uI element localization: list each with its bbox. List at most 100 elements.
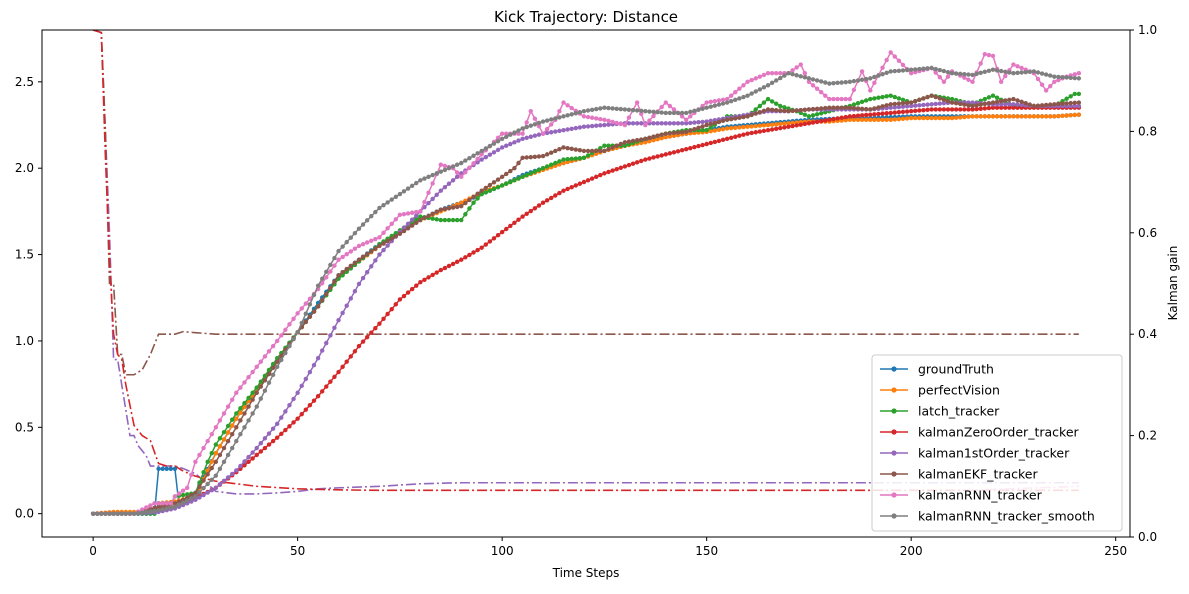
data-point <box>937 101 942 106</box>
data-point <box>532 206 538 211</box>
data-point <box>610 168 615 173</box>
data-point <box>643 157 648 162</box>
data-point <box>671 130 677 136</box>
data-point <box>835 96 840 102</box>
data-point <box>148 503 153 508</box>
data-point <box>994 105 1000 110</box>
data-point <box>639 137 644 142</box>
data-point <box>1060 75 1065 80</box>
data-point <box>880 104 885 109</box>
data-point <box>1076 112 1082 117</box>
data-point <box>843 79 848 85</box>
data-point <box>990 53 996 59</box>
data-point <box>238 410 243 415</box>
data-point <box>892 68 898 74</box>
data-point <box>307 403 313 408</box>
data-point <box>369 264 374 269</box>
data-point <box>753 130 758 135</box>
data-point <box>516 138 521 143</box>
data-point <box>634 138 640 143</box>
data-point <box>958 101 963 107</box>
data-point <box>536 132 542 137</box>
data-point <box>479 157 484 162</box>
data-point <box>949 70 955 76</box>
data-point <box>675 121 681 126</box>
data-point <box>647 135 652 140</box>
data-point <box>810 106 816 112</box>
data-point <box>483 146 488 151</box>
data-point <box>765 83 771 88</box>
data-point <box>258 359 264 364</box>
data-point <box>189 496 194 501</box>
data-point <box>1064 75 1069 80</box>
data-point <box>814 106 820 111</box>
data-point <box>344 252 349 257</box>
data-point <box>724 100 730 105</box>
data-point <box>135 510 141 516</box>
data-point <box>765 127 771 133</box>
data-point <box>193 459 198 465</box>
data-point <box>700 127 705 133</box>
data-point <box>769 70 775 76</box>
data-point <box>606 143 611 148</box>
data-point <box>696 120 701 125</box>
data-point <box>839 105 844 110</box>
y2-tick-label: 0.8 <box>1138 124 1157 138</box>
data-point <box>348 263 354 269</box>
data-point <box>459 174 464 180</box>
data-point <box>234 411 239 416</box>
data-point <box>557 128 562 134</box>
data-point <box>769 127 775 132</box>
data-point <box>778 70 783 76</box>
data-point <box>459 200 464 205</box>
data-point <box>442 163 448 169</box>
data-point <box>238 432 243 437</box>
data-point <box>982 106 987 111</box>
data-point <box>810 120 816 125</box>
data-point <box>483 185 488 191</box>
data-point <box>908 103 914 109</box>
data-point <box>602 105 607 110</box>
data-point <box>454 174 460 180</box>
data-point <box>876 95 881 100</box>
data-point <box>859 113 865 118</box>
data-point <box>99 511 104 516</box>
data-point <box>1003 114 1008 119</box>
data-point <box>904 100 910 106</box>
chart-title: Kick Trajectory: Distance <box>494 8 678 26</box>
data-point <box>982 96 987 102</box>
data-point <box>95 511 100 516</box>
data-point <box>573 125 578 131</box>
data-point <box>896 68 902 73</box>
data-point <box>1011 62 1016 67</box>
data-point <box>806 76 812 81</box>
data-point <box>230 445 235 451</box>
data-point <box>978 114 983 119</box>
legend-label: kalmanRNN_tracker <box>918 488 1043 503</box>
data-point <box>941 97 947 102</box>
data-point <box>1023 101 1028 106</box>
data-point <box>581 148 587 154</box>
data-point <box>651 155 656 160</box>
data-point <box>217 482 223 487</box>
data-point <box>663 110 668 116</box>
data-point <box>230 432 235 437</box>
data-point <box>675 110 681 116</box>
data-point <box>520 126 525 131</box>
data-point <box>360 254 366 260</box>
data-point <box>459 171 464 176</box>
data-point <box>753 123 758 129</box>
data-point <box>945 115 951 121</box>
data-point <box>454 217 460 223</box>
data-point <box>659 121 664 126</box>
data-point <box>745 114 750 119</box>
data-point <box>851 113 857 119</box>
data-point <box>434 270 439 275</box>
data-point <box>549 195 554 201</box>
data-point <box>319 297 325 303</box>
data-point <box>242 411 247 416</box>
data-point <box>598 148 603 154</box>
data-point <box>724 117 730 123</box>
data-point <box>606 118 611 124</box>
data-point <box>381 230 386 235</box>
